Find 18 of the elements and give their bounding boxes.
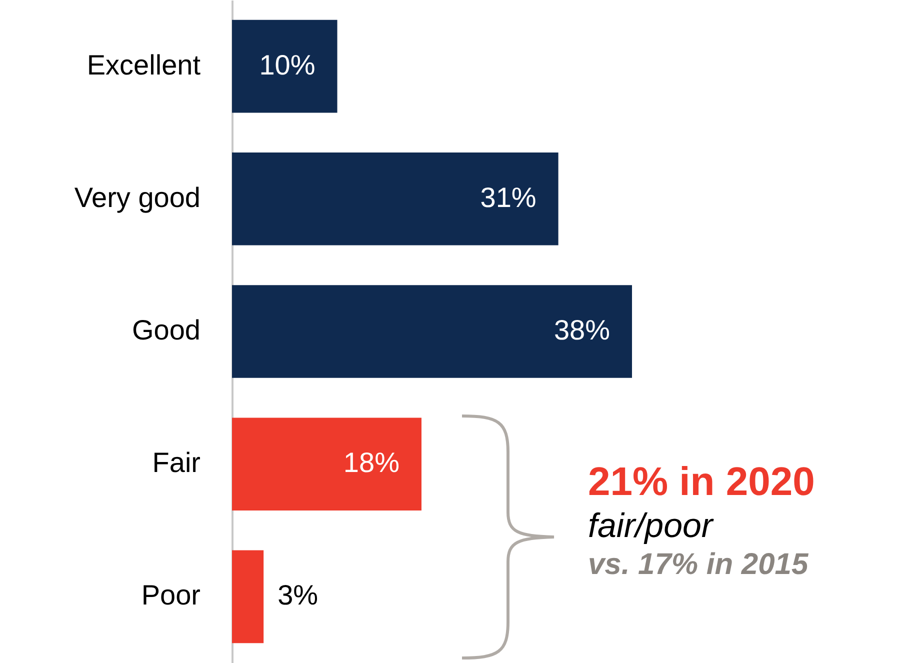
data-label: 38% [554,314,610,346]
y-tick-label: Very good [74,182,200,213]
y-tick-label: Fair [152,447,200,478]
data-label: 31% [480,182,536,213]
y-tick-label: Good [132,314,200,346]
data-label: 18% [343,447,400,478]
y-tick-label: Poor [141,580,200,611]
data-label: 10% [259,49,316,80]
annotation: vs. 17% in 2015 [588,546,810,583]
annotation: 21% in 2020 [588,459,815,506]
annotation: fair/poor [588,506,715,547]
data-label: 3% [278,580,318,611]
bar [232,550,264,644]
bar [232,285,632,378]
y-tick-label: Excellent [86,49,201,80]
bar [232,20,338,113]
bar [232,418,422,511]
bar [232,152,558,246]
